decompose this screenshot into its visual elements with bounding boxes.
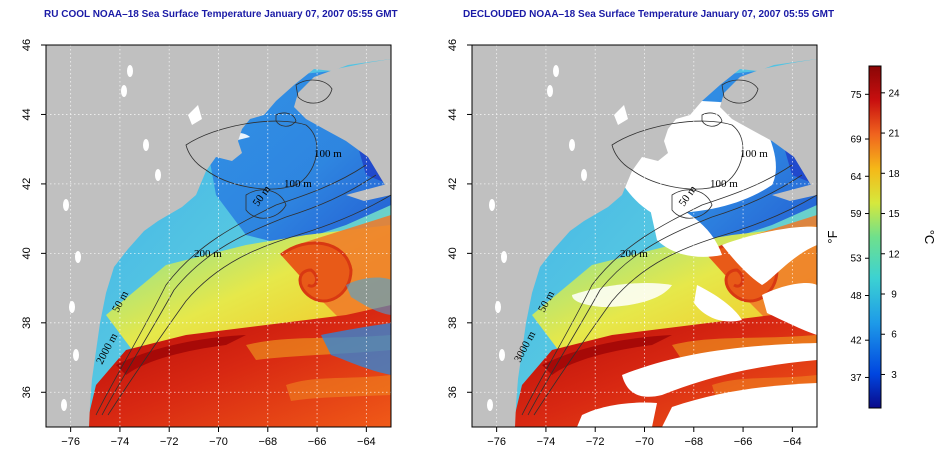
celsius-tick-label: 9: [891, 290, 897, 301]
inland-lake: [547, 85, 553, 97]
lat-tick-label: 40: [21, 247, 33, 259]
inland-lake: [121, 85, 127, 97]
lon-tick-label: −72: [160, 436, 179, 448]
inland-lake: [155, 169, 161, 181]
isobath-label: 100 m: [314, 148, 342, 160]
lat-tick-label: 40: [447, 247, 459, 259]
graticule: [46, 45, 391, 427]
lon-tick-label: −64: [783, 436, 802, 448]
isobath-label: 100 m: [710, 178, 738, 190]
inland-lake: [501, 251, 507, 263]
coastline-land: [46, 45, 391, 427]
lon-tick-label: −66: [308, 436, 327, 448]
fahrenheit-tick-label: 59: [850, 209, 862, 220]
lon-tick-label: −72: [586, 436, 605, 448]
coastline-land: [472, 45, 817, 427]
inland-lake: [61, 399, 67, 411]
celsius-tick-label: 21: [888, 129, 900, 140]
celsius-tick-label: 18: [888, 169, 900, 180]
inland-lake: [75, 251, 81, 263]
graticule: [472, 45, 817, 427]
inland-lake: [73, 349, 79, 361]
inland-lake: [581, 169, 587, 181]
fahrenheit-tick-label: 48: [850, 291, 862, 302]
inland-lake: [143, 139, 149, 151]
fahrenheit-tick-label: 75: [850, 90, 862, 101]
fahrenheit-tick-label: 69: [850, 135, 862, 146]
lat-tick-label: 42: [447, 178, 459, 190]
celsius-unit-label: °C: [922, 230, 937, 245]
inland-lake: [188, 105, 202, 125]
lat-tick-label: 42: [21, 178, 33, 190]
fahrenheit-tick-label: 42: [850, 336, 862, 347]
fahrenheit-tick-label: 37: [850, 373, 862, 384]
sable-island: [772, 183, 817, 201]
inland-lake: [553, 65, 559, 77]
lat-tick-label: 36: [21, 386, 33, 398]
lat-tick-label: 38: [447, 317, 459, 329]
sable-island: [346, 183, 391, 201]
lat-tick-label: 38: [21, 317, 33, 329]
inland-lake: [499, 349, 505, 361]
fahrenheit-unit-label: °F: [825, 230, 840, 243]
isobath-label: 200 m: [194, 248, 222, 260]
lat-tick-label: 46: [21, 39, 33, 51]
isobath-label: 100 m: [284, 178, 312, 190]
right-panel-title: DECLOUDED NOAA–18 Sea Surface Temperatur…: [463, 9, 835, 20]
lon-tick-label: −76: [61, 436, 80, 448]
lon-tick-label: −68: [684, 436, 703, 448]
colorbar-scale: [868, 65, 882, 409]
celsius-tick-label: 3: [891, 370, 897, 381]
lon-tick-label: −70: [635, 436, 654, 448]
lat-tick-label: 36: [447, 386, 459, 398]
fahrenheit-tick-label: 53: [850, 254, 862, 265]
inland-lake: [127, 65, 133, 77]
celsius-tick-label: 6: [891, 330, 897, 341]
celsius-tick-label: 12: [888, 249, 900, 260]
inland-lake: [495, 301, 501, 313]
lon-tick-label: −74: [111, 436, 130, 448]
isobath-label: 100 m: [740, 148, 768, 160]
fahrenheit-tick-label: 64: [850, 172, 862, 183]
lon-tick-label: −64: [357, 436, 376, 448]
temperature-colorbar: 24 21 18 15 12 9 6 3 75 69 64 59 53 48 42 37 °F °C: [825, 65, 937, 409]
lat-tick-label: 44: [21, 108, 33, 120]
celsius-tick-label: 15: [888, 209, 900, 220]
inland-lake: [487, 399, 493, 411]
lon-tick-label: −66: [734, 436, 753, 448]
inland-lake: [569, 139, 575, 151]
lon-tick-label: −68: [258, 436, 277, 448]
inland-lake: [614, 105, 628, 125]
lon-tick-label: −74: [537, 436, 556, 448]
lon-tick-label: −76: [487, 436, 506, 448]
lat-tick-label: 46: [447, 39, 459, 51]
lon-tick-label: −70: [209, 436, 228, 448]
isobath-label: 200 m: [620, 248, 648, 260]
celsius-tick-label: 24: [888, 88, 900, 99]
inland-lake: [63, 199, 69, 211]
lat-tick-label: 44: [447, 108, 459, 120]
left-panel-title: RU COOL NOAA–18 Sea Surface Temperature …: [44, 9, 398, 20]
isobath-contours: [95, 79, 391, 416]
inland-lake: [489, 199, 495, 211]
isobath-contours: [521, 79, 817, 416]
inland-lake: [69, 301, 75, 313]
